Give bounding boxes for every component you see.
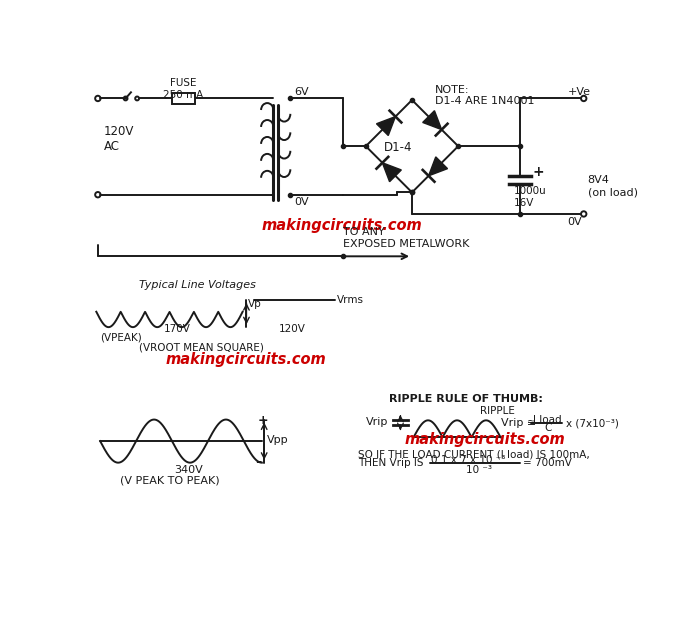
Text: 6V: 6V [294,87,309,97]
Text: +: + [532,165,543,180]
Text: x (7x10⁻³): x (7x10⁻³) [566,418,619,428]
Text: Vrip: Vrip [366,417,389,427]
Polygon shape [377,117,395,136]
Text: D1-4: D1-4 [384,141,412,154]
Text: TO ANY
EXPOSED METALWORK: TO ANY EXPOSED METALWORK [343,227,469,249]
Text: = 700mV: = 700mV [523,458,572,468]
Text: (V PEAK TO PEAK): (V PEAK TO PEAK) [120,475,220,485]
Text: THEN Vrip IS: THEN Vrip IS [358,458,424,468]
Text: 0.1 x 7 x 10 ⁻³: 0.1 x 7 x 10 ⁻³ [432,455,506,465]
Text: RIPPLE: RIPPLE [480,406,514,416]
Text: RIPPLE RULE OF THUMB:: RIPPLE RULE OF THUMB: [389,394,543,404]
Text: NOTE:
D1-4 ARE 1N4001: NOTE: D1-4 ARE 1N4001 [435,85,534,106]
Text: (VPEAK): (VPEAK) [100,332,142,342]
Text: makingcircuits.com: makingcircuits.com [165,352,327,367]
Text: 8V4
(on load): 8V4 (on load) [587,175,637,197]
Text: -: - [255,455,261,469]
Text: Vpp: Vpp [266,435,288,445]
Text: makingcircuits.com: makingcircuits.com [262,218,423,233]
Text: makingcircuits.com: makingcircuits.com [404,432,565,447]
Text: 120V: 120V [279,325,306,335]
Text: SO IF THE LOAD CURRENT (I load) IS 100mA,: SO IF THE LOAD CURRENT (I load) IS 100mA… [358,449,590,459]
Bar [172,93,195,104]
Text: I load: I load [533,414,562,425]
Text: 0V: 0V [568,217,582,227]
Text: FUSE
250 mA: FUSE 250 mA [163,78,204,100]
Text: Vrip ≅: Vrip ≅ [500,418,536,428]
Text: Vp: Vp [248,299,262,309]
Text: Vrms: Vrms [337,295,364,305]
Polygon shape [423,111,441,129]
Text: 1000u
16V: 1000u 16V [514,187,546,208]
Text: +: + [258,414,269,427]
Text: 10 ⁻³: 10 ⁻³ [466,465,492,475]
Text: 0V: 0V [294,197,309,207]
Text: (VROOT MEAN SQUARE): (VROOT MEAN SQUARE) [139,343,263,353]
Text: +Ve: +Ve [568,87,591,97]
Text: 170V: 170V [164,325,190,335]
Polygon shape [429,157,448,176]
Text: 340V: 340V [174,465,203,475]
Text: 120V
AC: 120V AC [104,126,134,153]
Text: C: C [544,423,552,433]
Polygon shape [382,163,401,181]
Text: Typical Line Voltages: Typical Line Voltages [139,280,256,290]
